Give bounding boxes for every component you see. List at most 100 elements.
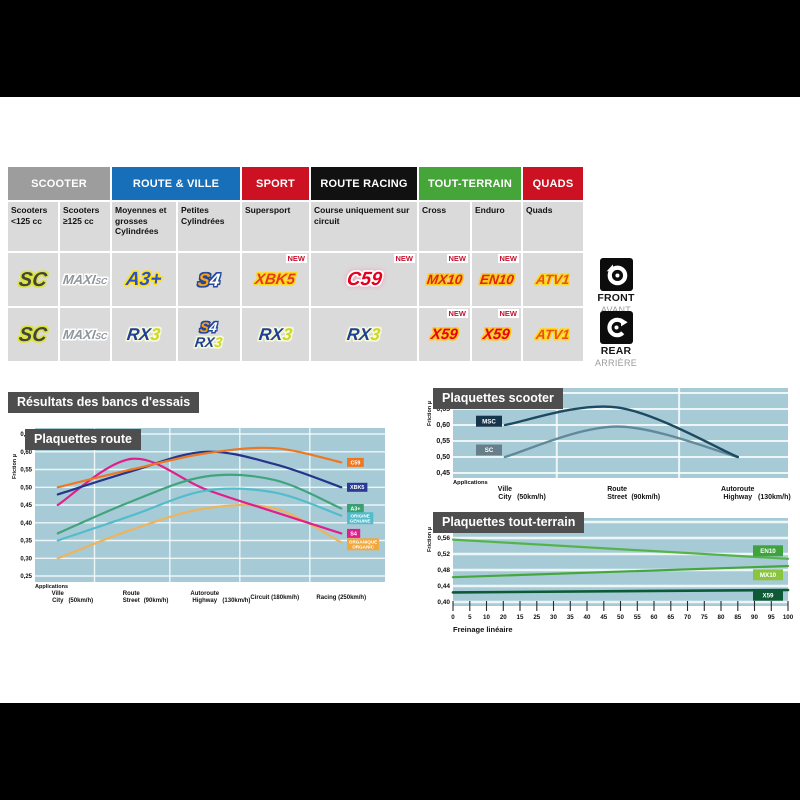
- svg-text:30: 30: [550, 614, 557, 621]
- application-table: SCOOTER ROUTE & VILLE SPORT ROUTE RACING TOU…: [8, 167, 583, 361]
- route-pads-chart: 0,650,600,550,500,450,400,350,300,25C59X…: [12, 428, 385, 604]
- offroad-chart-title: Plaquettes tout-terrain: [433, 512, 585, 533]
- logo-rx3: RX3: [194, 334, 224, 350]
- subheader-enduro: Enduro: [472, 202, 521, 251]
- svg-text:Autoroute: Autoroute: [190, 591, 219, 597]
- logo-maxi-sc: MAXISC: [61, 327, 108, 342]
- new-badge: NEW: [446, 254, 468, 263]
- front-position-marker: FRONT AVANT: [594, 258, 638, 315]
- new-badge: NEW: [285, 254, 307, 263]
- rear-cell-enduro: NEW X59: [472, 308, 521, 361]
- svg-text:70: 70: [684, 614, 691, 621]
- svg-text:Highway: Highway: [723, 494, 752, 501]
- svg-text:5: 5: [468, 614, 472, 621]
- front-label: FRONT: [597, 292, 635, 304]
- svg-text:0,56: 0,56: [437, 535, 450, 542]
- svg-text:0,55: 0,55: [20, 468, 32, 474]
- front-brake-disc-icon: [599, 258, 633, 291]
- front-cell-quads: ATV1: [523, 253, 583, 306]
- svg-text:(50km/h): (50km/h): [517, 494, 546, 501]
- svg-text:0,44: 0,44: [437, 583, 450, 590]
- svg-text:Ville: Ville: [498, 486, 512, 493]
- new-badge: NEW: [497, 309, 519, 318]
- results-section-title: Résultats des bancs d'essais: [8, 392, 200, 413]
- route-chart-title: Plaquettes route: [25, 429, 141, 450]
- subheader-quads: Quads: [523, 202, 583, 251]
- svg-text:0,40: 0,40: [437, 599, 450, 606]
- svg-text:(90km/h): (90km/h): [144, 598, 169, 604]
- logo-rx3: RX3: [257, 325, 294, 344]
- svg-text:0: 0: [451, 614, 455, 621]
- rear-sublabel: ARRIÈRE: [594, 358, 638, 368]
- category-scooter: SCOOTER: [8, 167, 110, 200]
- subheader-supersport: Supersport: [242, 202, 309, 251]
- svg-text:MSC: MSC: [482, 418, 496, 425]
- svg-text:0,50: 0,50: [436, 454, 450, 461]
- svg-text:Autoroute: Autoroute: [721, 486, 755, 493]
- svg-text:C59: C59: [350, 460, 360, 466]
- svg-text:MX10: MX10: [760, 572, 777, 579]
- subheader-scooters-125-cc: Scooters <125 cc: [8, 202, 58, 251]
- logo-atv1: ATV1: [535, 271, 571, 287]
- svg-text:35: 35: [567, 614, 574, 621]
- logo-mx10: MX10: [425, 271, 464, 287]
- svg-text:ORIGINE: ORIGINE: [350, 513, 369, 518]
- logo-xbk5: XBK5: [254, 271, 297, 288]
- subheader-course-uniquement-sur-circuit: Course uniquement sur circuit: [311, 202, 417, 251]
- subheader-petites-cylindr-es: Petites Cylindrées: [178, 202, 240, 251]
- svg-text:0,25: 0,25: [20, 574, 32, 580]
- subheader-moyennes-et-grosses-cylindr-es: Moyennes et grosses Cylindrées: [112, 202, 176, 251]
- svg-text:100: 100: [783, 614, 794, 621]
- logo-s4: S4: [196, 269, 222, 290]
- svg-text:25: 25: [533, 614, 540, 621]
- svg-text:40: 40: [584, 614, 591, 621]
- svg-text:SC: SC: [485, 447, 494, 454]
- svg-text:60: 60: [651, 614, 658, 621]
- svg-text:10: 10: [483, 614, 490, 621]
- svg-text:55: 55: [634, 614, 641, 621]
- logo-sc: SC: [17, 268, 49, 291]
- new-badge: NEW: [446, 309, 468, 318]
- front-sublabel: AVANT: [600, 305, 632, 315]
- svg-text:S4: S4: [350, 531, 357, 537]
- front-cell-course-uniquement-sur-circuit: NEW C59: [311, 253, 417, 306]
- svg-text:Friction µ: Friction µ: [12, 454, 18, 479]
- svg-text:0,45: 0,45: [436, 470, 450, 477]
- svg-text:0,35: 0,35: [20, 539, 32, 545]
- rear-cell-petites-cylindr-es: S4 RX3: [178, 308, 240, 361]
- svg-text:0,65: 0,65: [436, 406, 450, 413]
- logo-rx3: RX3: [346, 325, 382, 344]
- logo-s4: S4: [199, 319, 219, 335]
- svg-text:Route: Route: [607, 486, 627, 493]
- svg-text:0,55: 0,55: [436, 438, 450, 445]
- logo-sc: SC: [17, 323, 49, 346]
- svg-text:75: 75: [701, 614, 708, 621]
- rear-label: REAR: [600, 345, 632, 357]
- svg-text:ORGANIC: ORGANIC: [352, 545, 374, 550]
- svg-text:Street: Street: [607, 494, 628, 501]
- svg-text:0,60: 0,60: [20, 450, 32, 456]
- svg-text:(50km/h): (50km/h): [68, 598, 93, 604]
- svg-text:Applications: Applications: [35, 584, 68, 590]
- logo-en10: EN10: [478, 271, 515, 287]
- category-route-racing: ROUTE RACING: [311, 167, 417, 200]
- svg-text:(130km/h): (130km/h): [222, 598, 250, 604]
- svg-text:45: 45: [600, 614, 607, 621]
- svg-text:Street: Street: [123, 598, 140, 604]
- svg-text:City: City: [498, 494, 511, 501]
- rear-brake-disc-icon: [599, 311, 633, 344]
- rear-position-marker: REAR ARRIÈRE: [594, 311, 638, 368]
- svg-text:Applications: Applications: [453, 480, 488, 486]
- svg-text:XBK5: XBK5: [350, 485, 364, 491]
- rear-cell-supersport: RX3: [242, 308, 309, 361]
- svg-text:(130km/h): (130km/h): [758, 494, 791, 501]
- front-cell-supersport: NEW XBK5: [242, 253, 309, 306]
- front-cell-moyennes-et-grosses-cylindr-es: A3+: [112, 253, 176, 306]
- svg-text:Freinage linéaire: Freinage linéaire: [453, 625, 513, 634]
- new-badge: NEW: [497, 254, 519, 263]
- svg-text:0,45: 0,45: [20, 503, 32, 509]
- svg-text:Ville: Ville: [52, 591, 65, 597]
- rear-cell-moyennes-et-grosses-cylindr-es: RX3: [112, 308, 176, 361]
- svg-text:ORGANIQUE: ORGANIQUE: [349, 540, 377, 545]
- front-cell-enduro: NEW EN10: [472, 253, 521, 306]
